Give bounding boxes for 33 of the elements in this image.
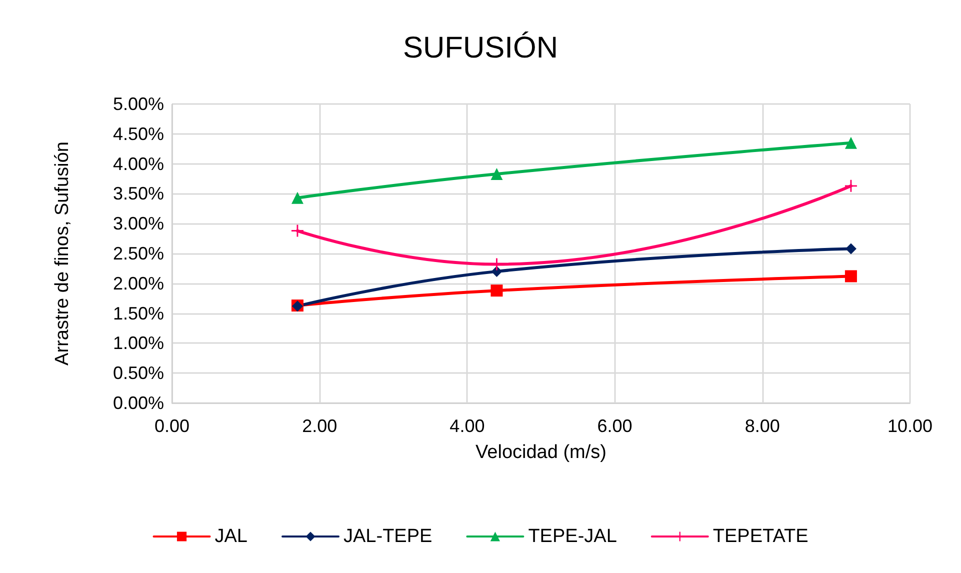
x-tick-label: 10.00 xyxy=(887,416,933,436)
x-tick-label: 8.00 xyxy=(744,416,780,436)
y-tick-label: 1.50% xyxy=(112,303,164,324)
x-axis-title: Velocidad (m/s) xyxy=(476,442,606,463)
y-axis-title: Arrastre de finos, Sufusión xyxy=(52,142,73,366)
point xyxy=(844,136,857,149)
point xyxy=(491,266,502,277)
legend-label: JAL-TEPE xyxy=(344,526,432,547)
point xyxy=(291,224,304,237)
x-tick-label: 4.00 xyxy=(450,416,485,436)
legend-label: JAL xyxy=(214,526,248,547)
point xyxy=(490,284,503,297)
y-tick-label: 3.00% xyxy=(112,214,164,234)
y-tick-label: 2.50% xyxy=(112,244,164,264)
legend-label: TEPETATE xyxy=(712,526,808,547)
y-tick-label: 4.00% xyxy=(112,154,164,174)
y-tick-label: 2.00% xyxy=(112,273,164,294)
x-tick-label: 2.00 xyxy=(302,416,338,436)
point xyxy=(844,180,857,192)
y-tick-label: 5.00% xyxy=(112,94,164,114)
x-tick-label: 6.00 xyxy=(597,416,632,436)
point xyxy=(490,168,503,180)
point xyxy=(291,192,304,204)
legend-label: TEPE-JAL xyxy=(528,526,617,547)
point xyxy=(844,270,857,282)
y-tick-label: 3.50% xyxy=(112,184,164,204)
x-tick-label: 0.00 xyxy=(154,416,190,436)
y-tick-label: 1.00% xyxy=(112,333,164,354)
y-tick-label: 0.00% xyxy=(112,393,164,413)
y-tick-label: 4.50% xyxy=(112,124,164,144)
point xyxy=(845,243,856,254)
chart-title: SUFUSIÓN xyxy=(402,30,558,64)
y-tick-label: 0.50% xyxy=(112,363,164,384)
